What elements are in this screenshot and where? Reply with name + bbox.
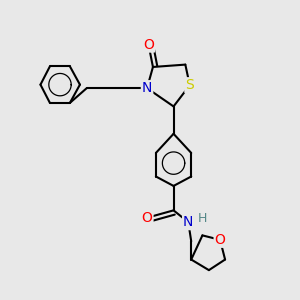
Text: N: N — [142, 81, 152, 95]
Text: H: H — [198, 212, 207, 225]
Text: S: S — [185, 78, 194, 92]
Text: N: N — [183, 215, 194, 229]
Text: O: O — [142, 211, 152, 225]
Text: O: O — [143, 38, 154, 52]
Text: O: O — [214, 233, 226, 247]
